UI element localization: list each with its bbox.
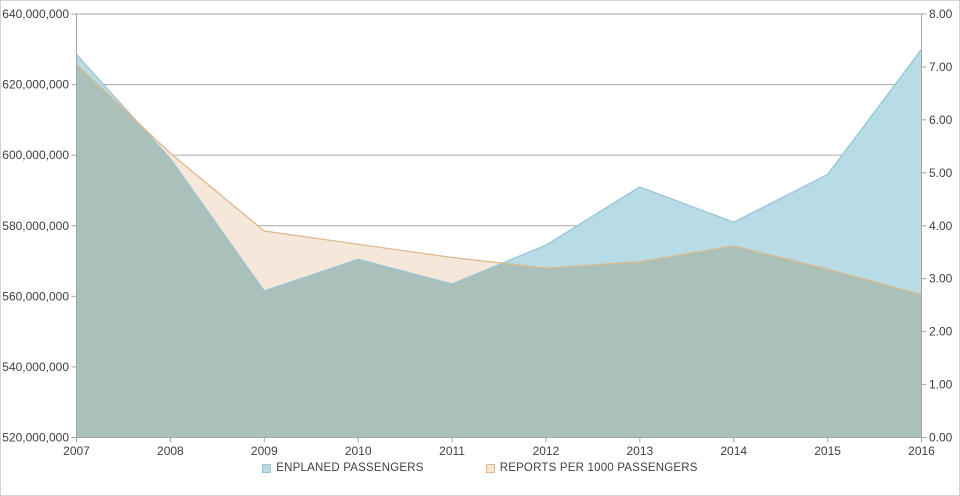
x-axis-label: 2016 [908, 444, 935, 458]
left-axis-label: 540,000,000 [2, 360, 69, 374]
right-axis-label: 3.00 [929, 272, 953, 286]
reports-per-1000-line [76, 63, 922, 296]
right-axis-label: 4.00 [929, 219, 953, 233]
x-axis-label: 2011 [439, 444, 465, 458]
left-axis-label: 600,000,000 [2, 148, 69, 162]
series-overlap-area [76, 64, 922, 438]
left-axis-label: 560,000,000 [2, 289, 69, 303]
x-axis-label: 2010 [345, 444, 372, 458]
legend: ENPLANED PASSENGERS REPORTS PER 1000 PAS… [1, 462, 959, 474]
x-axis-label: 2012 [533, 444, 560, 458]
reports-per-1000-label: REPORTS PER 1000 PASSENGERS [499, 462, 698, 474]
x-axis-label: 2008 [157, 444, 184, 458]
left-axis-label: 640,000,000 [2, 7, 69, 21]
left-axis-label: 580,000,000 [2, 219, 69, 233]
right-axis-label: 1.00 [929, 378, 953, 392]
right-axis-label: 0.00 [929, 431, 953, 445]
enplaned-passengers-swatch [262, 463, 272, 473]
right-axis-label: 8.00 [929, 7, 953, 21]
legend-item-enplaned-passengers[interactable]: ENPLANED PASSENGERS [262, 462, 423, 474]
x-axis-label: 2014 [720, 444, 747, 458]
x-axis-label: 2015 [814, 444, 841, 458]
right-axis-label: 6.00 [929, 113, 953, 127]
left-axis-label: 620,000,000 [2, 78, 69, 92]
enplaned-passengers-label: ENPLANED PASSENGERS [276, 462, 424, 474]
x-axis-label: 2009 [251, 444, 278, 458]
x-axis-label: 2007 [63, 444, 90, 458]
x-axis-label: 2013 [626, 444, 653, 458]
right-axis-label: 5.00 [929, 166, 953, 180]
right-axis-label: 7.00 [929, 60, 953, 74]
reports-per-1000-swatch [485, 463, 495, 473]
right-axis-label: 2.00 [929, 325, 953, 339]
left-axis-label: 520,000,000 [2, 431, 69, 445]
legend-item-reports-per-1000[interactable]: REPORTS PER 1000 PASSENGERS [485, 462, 698, 474]
enplaned-passengers-line [76, 48, 923, 292]
